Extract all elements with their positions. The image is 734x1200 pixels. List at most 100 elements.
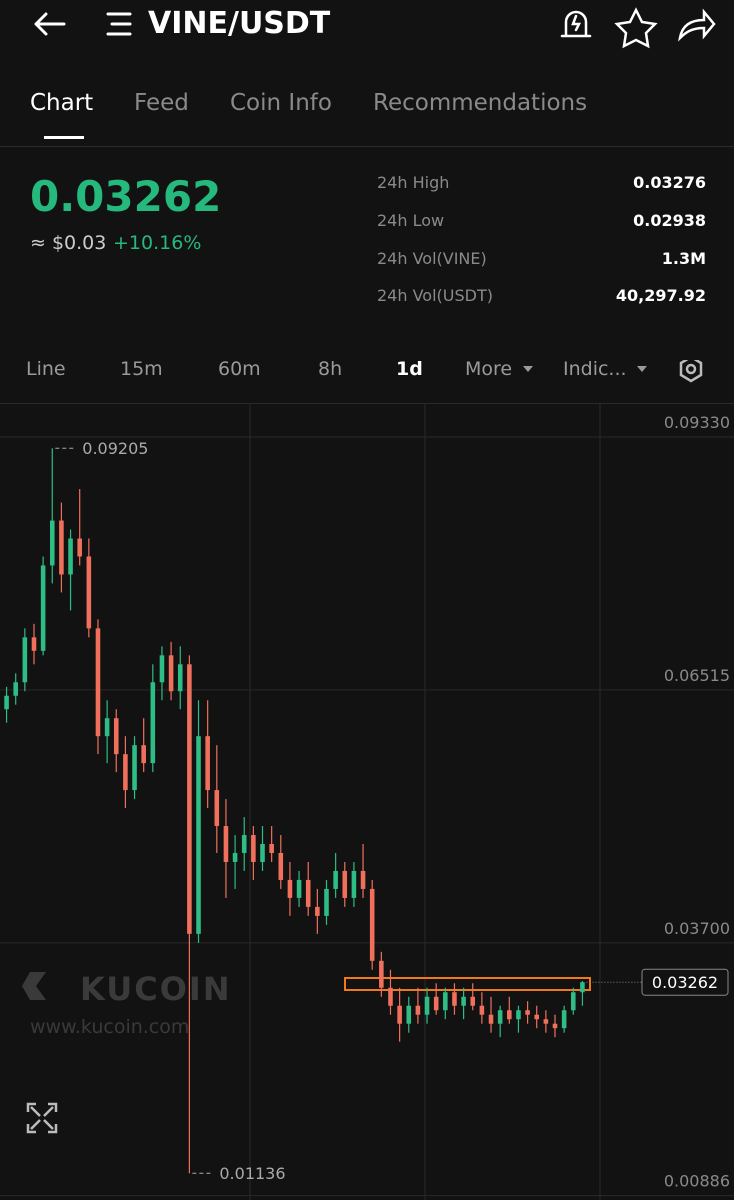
candle-body (177, 664, 183, 692)
header-icons (34, 7, 716, 49)
star-icon[interactable] (614, 7, 658, 49)
divider (0, 146, 734, 147)
candle-body (580, 982, 585, 993)
timeframe[interactable]: 8h (318, 358, 343, 380)
candle-body (150, 682, 156, 764)
candle-body (525, 1010, 530, 1015)
candle-body (168, 655, 174, 692)
vertical-grid (249, 404, 601, 1200)
candle-body (4, 695, 9, 710)
candle-body (324, 888, 329, 916)
stat-label: 24h Vol(USDT) (377, 286, 493, 305)
y-tick-label: 0.09330 (664, 413, 730, 432)
candle-body (552, 1023, 558, 1029)
candle-body (196, 736, 201, 934)
candle-body (232, 852, 238, 862)
candle-body (351, 870, 357, 898)
stat-value: 1.3M (661, 249, 706, 268)
y-tick-label: 0.03700 (664, 919, 730, 938)
candle-body (104, 718, 110, 737)
tab[interactable]: Recommendations (373, 90, 588, 116)
candle-body (433, 996, 439, 1011)
tab[interactable]: Chart (30, 90, 94, 116)
candle-body (507, 1010, 512, 1020)
candle-body (205, 736, 210, 791)
candle-body (31, 637, 37, 651)
candle-body (13, 682, 18, 696)
back-icon[interactable] (34, 12, 66, 36)
candle-body (59, 520, 64, 575)
candle-body (516, 1010, 521, 1020)
candle-body (488, 1014, 494, 1024)
candle-body (388, 987, 393, 1006)
candle-body (315, 906, 320, 916)
candle-body (77, 538, 82, 557)
y-tick-label: 0.00886 (664, 1172, 730, 1191)
candle-body (113, 718, 119, 755)
candle-body (68, 538, 73, 575)
divider (0, 403, 734, 404)
stat-value: 0.02938 (633, 211, 706, 230)
candle-body (132, 745, 137, 791)
last-price: 0.03262 (30, 172, 222, 221)
candle-body (534, 1014, 540, 1020)
candle-body (95, 628, 101, 737)
candle-body (287, 879, 293, 898)
candle-body (360, 870, 366, 889)
fiat-price: ≈ $0.03 (30, 232, 107, 254)
stat-value: 0.03276 (633, 173, 706, 192)
candle-body (461, 996, 466, 1006)
pair-title: VINE/USDT (148, 6, 331, 41)
menu-icon[interactable] (106, 12, 132, 36)
candle-body (424, 996, 430, 1015)
timeframe[interactable]: 15m (120, 358, 163, 380)
candle-body (223, 826, 229, 862)
timeframe[interactable]: 60m (218, 358, 261, 380)
candle-body (406, 1005, 412, 1024)
candle-body (40, 565, 46, 651)
tab[interactable]: Coin Info (230, 90, 332, 116)
candle-body (159, 655, 165, 683)
watermark-url: www.kucoin.com (30, 1016, 189, 1038)
price-change: +10.16% (113, 232, 202, 254)
candle-body (251, 835, 256, 862)
candle-body (369, 888, 375, 961)
candle-body (22, 637, 28, 683)
timeframe[interactable]: Line (26, 358, 66, 380)
indicators[interactable]: Indic... (563, 358, 627, 380)
stat-label: 24h Vol(VINE) (377, 249, 487, 268)
candle-body (123, 754, 128, 791)
tab[interactable]: Feed (134, 90, 189, 116)
watermark: KUCOIN www.kucoin.com (22, 970, 230, 1038)
candle-body (260, 844, 265, 862)
candle-body (141, 745, 146, 764)
candle-body (305, 879, 311, 907)
stat-label: 24h High (377, 173, 450, 192)
candle-body (278, 852, 284, 880)
candle-body (571, 992, 576, 1011)
candle-body (333, 870, 338, 889)
candle-body (561, 1010, 567, 1029)
candle-body (86, 556, 92, 629)
max-label: 0.09205 (82, 439, 148, 458)
candle-body (497, 1010, 503, 1024)
candle-body (543, 1019, 549, 1024)
timeframe[interactable]: 1d (396, 358, 423, 380)
candle-body (269, 844, 274, 853)
candle-body (470, 996, 476, 1006)
candle-body (296, 879, 302, 898)
candle-body (241, 835, 247, 853)
last-price-label: 0.03262 (652, 973, 718, 992)
candle-body (397, 1005, 402, 1024)
candle-body (187, 664, 192, 934)
min-label: 0.01136 (219, 1164, 285, 1183)
share-icon[interactable] (678, 8, 716, 42)
candle-body (342, 870, 348, 898)
timeframe[interactable]: More (465, 358, 513, 380)
stat-label: 24h Low (377, 211, 445, 230)
fullscreen-icon[interactable] (26, 1102, 58, 1134)
alert-icon[interactable] (560, 10, 592, 38)
tab-underline (44, 136, 84, 139)
